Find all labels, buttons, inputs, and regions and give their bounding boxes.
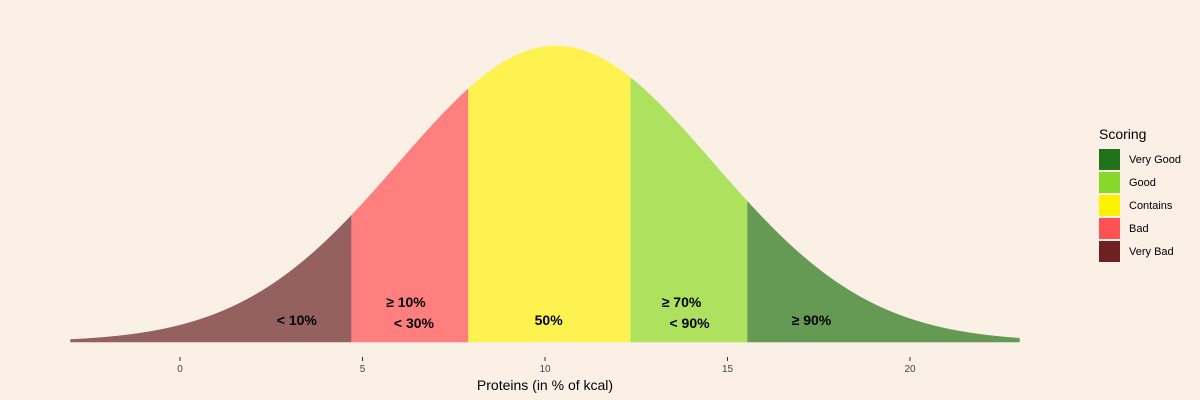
legend-label-very-good: Very Good: [1129, 153, 1181, 166]
legend-item-good: Good: [1099, 171, 1181, 194]
legend-item-bad: Bad: [1099, 217, 1181, 240]
zone-label-1-0: ≥ 10%: [386, 294, 426, 310]
x-tick-label-3: 15: [722, 364, 734, 375]
legend-label-bad: Bad: [1129, 222, 1149, 235]
zone-area-1: [351, 88, 469, 343]
legend-label-very-bad: Very Bad: [1129, 245, 1174, 258]
legend-swatch-very-bad: [1099, 241, 1120, 262]
x-tick-label-0: 0: [177, 364, 183, 375]
zone-area-0: [70, 214, 352, 343]
legend-swatch-good: [1099, 172, 1120, 193]
x-tick-label-1: 5: [360, 364, 366, 375]
x-tick-label-4: 20: [904, 364, 916, 375]
legend-item-very-bad: Very Bad: [1099, 240, 1181, 263]
legend-label-contains: Contains: [1129, 199, 1173, 212]
zone-label-4-0: ≥ 90%: [792, 312, 832, 328]
legend-item-very-good: Very Good: [1099, 148, 1181, 171]
zone-area-4: [747, 200, 1020, 343]
zone-area-2: [468, 45, 632, 343]
zone-label-0-0: < 10%: [277, 312, 318, 328]
legend-label-good: Good: [1129, 176, 1156, 189]
zone-label-3-0: ≥ 70%: [662, 294, 702, 310]
legend: Scoring Very Good Good Contains Bad Very…: [1099, 126, 1181, 263]
legend-item-contains: Contains: [1099, 194, 1181, 217]
zone-label-2-0: 50%: [535, 312, 564, 328]
legend-swatch-bad: [1099, 218, 1120, 239]
zone-label-1-1: < 30%: [394, 315, 435, 331]
zone-area-3: [630, 77, 748, 343]
legend-title: Scoring: [1099, 126, 1147, 142]
x-axis-title: Proteins (in % of kcal): [477, 377, 613, 393]
legend-swatch-very-good: [1099, 149, 1120, 170]
zone-label-3-1: < 90%: [669, 315, 710, 331]
x-tick-label-2: 10: [539, 364, 551, 375]
legend-swatch-contains: [1099, 195, 1120, 216]
